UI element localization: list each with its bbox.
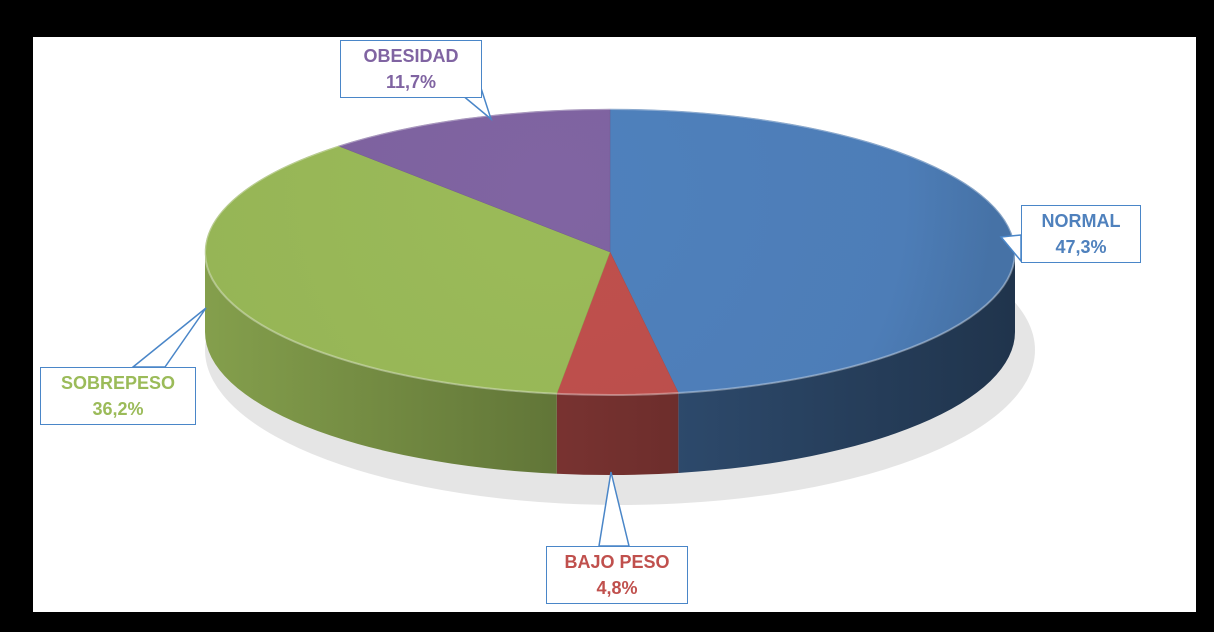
pie-top-faces xyxy=(204,108,1016,396)
pie-slice-sobrepeso xyxy=(204,145,611,395)
pie-side-bajo-peso xyxy=(556,392,679,475)
callout-label-sobrepeso: SOBREPESO xyxy=(60,373,176,393)
callout-label-obesidad: OBESIDAD xyxy=(363,46,459,66)
callout-value-bajo-peso: 4,8% xyxy=(596,578,638,598)
callout-sobrepeso: SOBREPESO 36,2% xyxy=(40,367,196,425)
callout-value-normal: 47,3% xyxy=(1055,237,1107,257)
callout-value-obesidad: 11,7% xyxy=(385,72,437,92)
pie-slice-obesidad xyxy=(337,108,611,253)
pie-side-normal xyxy=(678,252,1015,473)
callout-normal: NORMAL 47,3% xyxy=(1021,205,1141,263)
pie-side-sobrepeso xyxy=(205,252,557,474)
pie-chart xyxy=(130,84,1035,547)
callout-label-normal: NORMAL xyxy=(1041,211,1121,231)
callout-label-bajo-peso: BAJO PESO xyxy=(564,552,670,572)
callout-pointer-sobrepeso xyxy=(130,307,207,368)
chart-area: NORMAL 47,3% BAJO PESO 4,8% SOBREPESO 36… xyxy=(33,37,1196,612)
pie-side-walls xyxy=(205,252,1015,475)
callout-obesidad: OBESIDAD 11,7% xyxy=(340,40,482,98)
callout-value-sobrepeso: 36,2% xyxy=(92,399,144,419)
callout-bajo-peso: BAJO PESO 4,8% xyxy=(546,546,688,604)
